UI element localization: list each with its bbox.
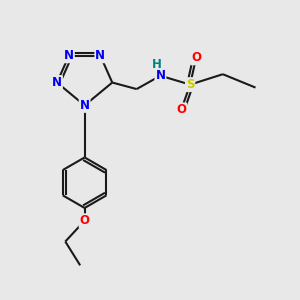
Text: N: N	[155, 69, 165, 82]
Text: O: O	[80, 214, 90, 227]
Text: N: N	[80, 99, 90, 112]
Text: O: O	[191, 51, 201, 64]
Text: N: N	[52, 76, 62, 89]
Text: N: N	[95, 49, 105, 62]
Text: N: N	[64, 49, 74, 62]
Text: O: O	[176, 103, 186, 116]
Text: H: H	[152, 58, 162, 71]
Text: S: S	[186, 78, 194, 91]
